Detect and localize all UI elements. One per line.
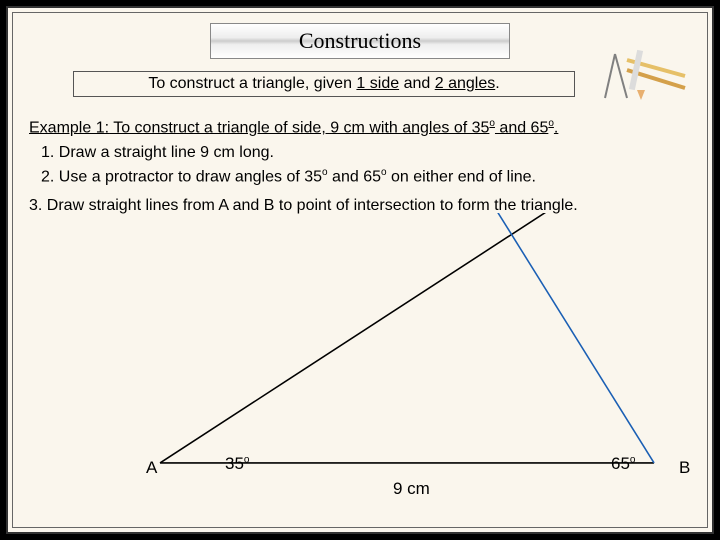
example-block: Example 1: To construct a triangle of si… — [29, 117, 691, 219]
step-2: 2. Use a protractor to draw angles of 35… — [29, 166, 691, 189]
example-header: Example 1: — [29, 119, 109, 136]
page-title: Constructions — [210, 23, 510, 59]
right-angle-line — [474, 213, 654, 463]
subtitle-box: To construct a triangle, given 1 side an… — [73, 71, 575, 97]
subtitle-side: 1 side — [356, 75, 399, 92]
angle-a-label: 35o — [225, 454, 249, 474]
degree-symbol: o — [244, 454, 250, 465]
point-a-label: A — [146, 458, 157, 478]
example-description: Example 1: To construct a triangle of si… — [29, 117, 691, 140]
example-desc-b: and 65 — [495, 119, 548, 136]
angle-b-label: 65o — [611, 454, 635, 474]
degree-symbol: o — [630, 454, 636, 465]
subtitle-prefix: To construct a triangle, given — [148, 75, 356, 92]
triangle-diagram — [13, 213, 707, 527]
drawing-tools-icon — [597, 48, 687, 113]
title-text: Constructions — [299, 28, 421, 53]
base-length-label: 9 cm — [393, 479, 430, 499]
subtitle-suffix: . — [495, 75, 499, 92]
left-angle-line — [160, 213, 572, 463]
subtitle-angles: 2 angles — [435, 75, 496, 92]
subtitle-mid: and — [399, 75, 435, 92]
example-desc-c: . — [554, 119, 558, 136]
example-desc-a: To construct a triangle of side, 9 cm wi… — [109, 119, 489, 136]
point-b-label: B — [679, 458, 690, 478]
step-1: 1. Draw a straight line 9 cm long. — [29, 142, 691, 164]
